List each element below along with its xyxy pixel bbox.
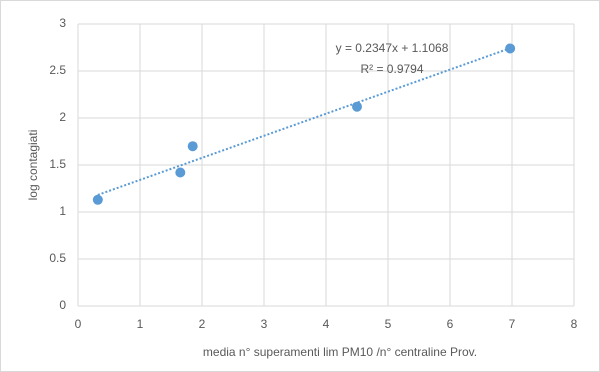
- y-tick-label: 0: [59, 298, 66, 312]
- x-tick-label: 5: [385, 317, 392, 331]
- x-tick-label: 8: [571, 317, 578, 331]
- y-tick-label: 0.5: [49, 251, 66, 265]
- x-tick-label: 0: [75, 317, 82, 331]
- y-tick-label: 1.5: [49, 157, 66, 171]
- x-tick-label: 2: [199, 317, 206, 331]
- y-tick-label: 2.5: [49, 63, 66, 77]
- point: [92, 194, 103, 205]
- x-tick-label: 4: [323, 317, 330, 331]
- y-tick-label: 1: [59, 204, 66, 218]
- y-tick-label: 3: [59, 16, 66, 30]
- trendline-equation: y = 0.2347x + 1.1068: [336, 41, 449, 55]
- x-tick-label: 1: [137, 317, 144, 331]
- trendline: [97, 47, 511, 196]
- point: [187, 141, 198, 152]
- y-tick-label: 2: [59, 110, 66, 124]
- trendline-r2: R² = 0.9794: [360, 62, 423, 76]
- point: [175, 167, 186, 178]
- x-tick-label: 3: [261, 317, 268, 331]
- x-tick-label: 7: [509, 317, 516, 331]
- y-axis-label: log contagiati: [26, 130, 40, 201]
- x-axis-label: media n° superamenti lim PM10 /n° centra…: [203, 345, 477, 359]
- point: [505, 43, 516, 54]
- point: [352, 101, 362, 112]
- x-tick-label: 6: [447, 317, 454, 331]
